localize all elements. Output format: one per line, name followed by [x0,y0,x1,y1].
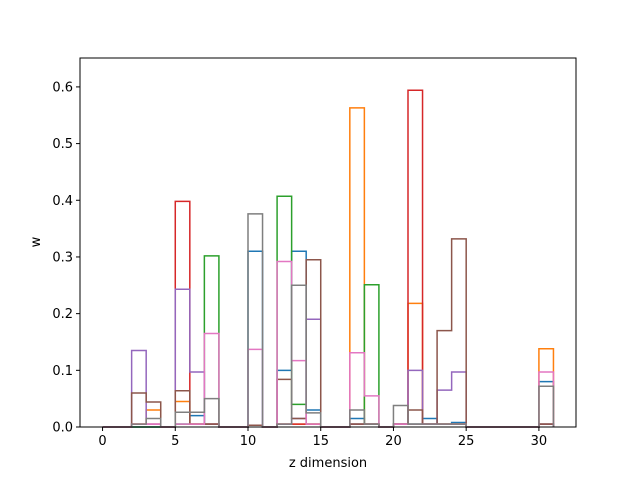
x-tick-label: 15 [312,434,329,449]
x-axis-label: z dimension [289,456,367,471]
y-tick-label: 0.3 [52,250,73,265]
y-tick-label: 0.2 [52,307,73,322]
y-tick-label: 0.1 [52,364,73,379]
series-5-step [102,238,555,428]
x-tick-label: 25 [458,434,475,449]
series-7-step [102,213,555,428]
x-tick-label: 10 [240,434,257,449]
x-tick-label: 20 [385,434,402,449]
y-axis-label: w [29,236,44,247]
x-tick-label: 0 [98,434,106,449]
y-tick-label: 0.4 [52,194,73,209]
y-tick-label: 0.6 [52,80,73,95]
y-tick-label: 0.0 [52,421,73,436]
plot-frame [79,57,577,428]
y-axis-ticks: 0.0 0.1 0.2 0.3 0.4 0.5 0.6 [52,80,80,436]
x-tick-label: 30 [531,434,548,449]
x-tick-label: 5 [171,434,179,449]
x-axis-ticks: 0 5 10 15 20 25 30 [98,427,547,449]
y-tick-label: 0.5 [52,137,73,152]
